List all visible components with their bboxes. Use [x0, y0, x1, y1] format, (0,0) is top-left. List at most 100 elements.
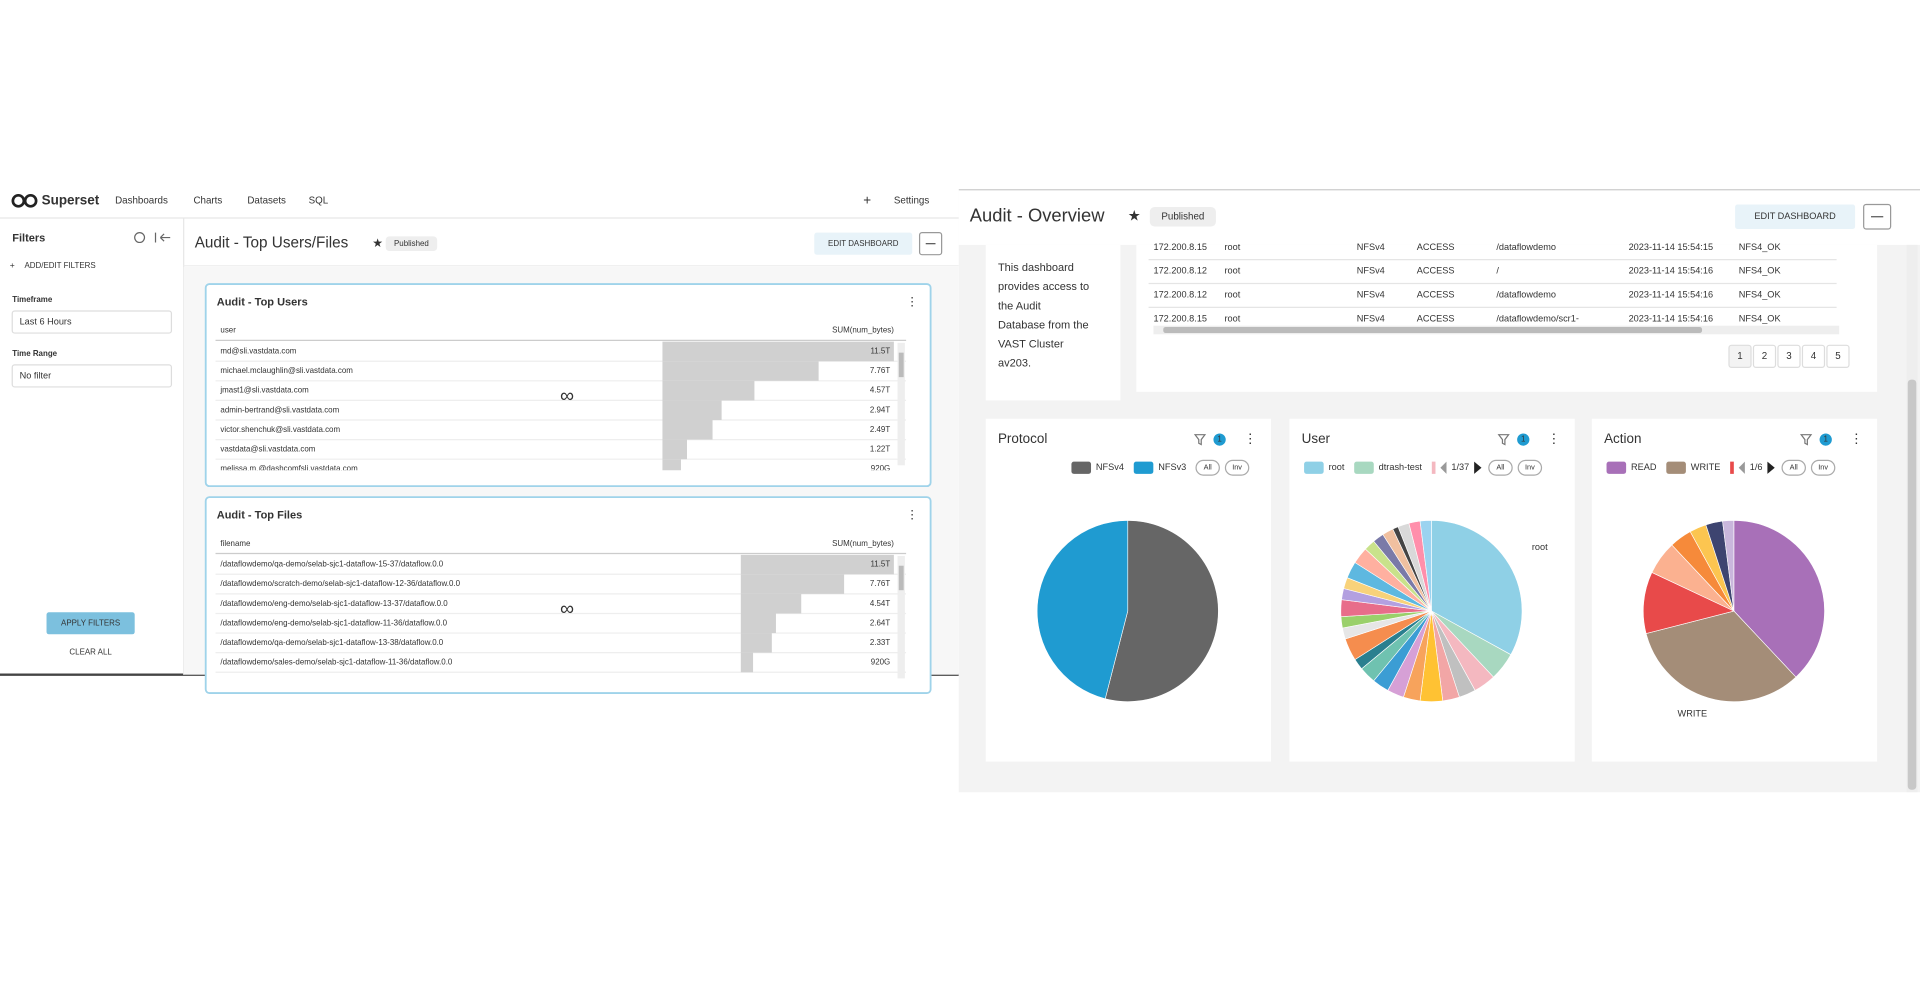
kebab[interactable]: ⋮ — [906, 508, 918, 522]
pager-prev[interactable] — [1440, 461, 1447, 474]
nav-item[interactable]: Settings — [894, 195, 929, 206]
cell: admin-bertrand@sli.vastdata.com — [220, 405, 339, 414]
page-button[interactable] — [1752, 344, 1777, 368]
field-label: Timeframe — [12, 295, 53, 304]
cell: NFS4_OK — [1739, 313, 1782, 323]
cell-value: 2.94T — [870, 405, 890, 414]
cell: jmast1@sli.vastdata.com — [219, 386, 309, 395]
badge-bg — [1149, 206, 1216, 227]
cell: 172.200.8.12 — [1153, 290, 1207, 300]
clear-all[interactable]: CLEAR ALL — [69, 648, 112, 657]
legend-label[interactable]: NFSv4 — [1096, 462, 1124, 472]
bar — [740, 593, 802, 614]
pager: 1/37 — [1451, 462, 1469, 472]
page-button[interactable] — [1728, 344, 1752, 368]
h-scroll-thumb[interactable] — [1163, 326, 1703, 334]
kebab[interactable]: ⋮ — [1243, 431, 1256, 446]
collapse-icon[interactable] — [154, 232, 171, 243]
cell-value: 2.33T — [870, 638, 890, 647]
field-label: Time Range — [12, 349, 57, 358]
dashboard-title: Audit - Top Users/Files — [195, 235, 349, 252]
kebab[interactable]: ⋮ — [1850, 431, 1863, 446]
apply-button[interactable] — [46, 612, 135, 635]
pie-slice[interactable] — [1419, 520, 1432, 612]
page-button[interactable] — [1826, 344, 1850, 368]
legend-swatch[interactable] — [1354, 461, 1374, 474]
legend-button[interactable] — [1517, 459, 1543, 476]
bar — [740, 633, 772, 653]
pie-slice[interactable] — [1733, 520, 1825, 678]
legend-label[interactable]: dtrash-test — [1379, 462, 1423, 472]
field-value: No filter — [20, 370, 52, 380]
kebab[interactable]: ⋮ — [1547, 431, 1560, 446]
legend-label[interactable]: WRITE — [1691, 462, 1721, 472]
legend-label[interactable]: NFSv3 — [1158, 462, 1186, 472]
card — [204, 283, 932, 488]
legend-swatch[interactable] — [1304, 461, 1324, 474]
loading-logo: ∞ — [560, 598, 574, 620]
legend-swatch[interactable] — [1606, 461, 1627, 474]
nav-item[interactable]: Charts — [193, 195, 222, 206]
cell-value: 11.5T — [870, 560, 890, 569]
star[interactable]: ★ — [372, 236, 383, 250]
pie-slice[interactable] — [1104, 520, 1219, 702]
cell: 2023-11-14 15:54:15 — [1629, 242, 1714, 252]
legend-button[interactable] — [1224, 459, 1250, 476]
nav-item[interactable]: + — [863, 192, 871, 207]
legend-swatch[interactable] — [1071, 461, 1092, 474]
cell: ACCESS — [1417, 313, 1455, 323]
cell: vastdata@sli.vastdata.com — [220, 444, 315, 453]
pie-slice[interactable] — [1036, 520, 1129, 700]
v-scroll-thumb[interactable] — [898, 352, 904, 378]
settings-icon[interactable] — [134, 232, 146, 244]
v-scroll-thumb[interactable] — [898, 565, 904, 591]
page-button[interactable] — [1801, 344, 1826, 368]
legend-button[interactable] — [1810, 459, 1836, 476]
legend-label[interactable]: READ — [1631, 462, 1657, 472]
loading-logo: ∞ — [560, 385, 574, 407]
edit-button[interactable] — [1735, 204, 1856, 229]
legend-button[interactable] — [1781, 459, 1806, 476]
cell: 172.200.8.15 — [1153, 242, 1207, 252]
field-input[interactable] — [11, 310, 173, 334]
description-line: provides access to — [998, 281, 1089, 293]
legend-swatch[interactable] — [1133, 461, 1154, 474]
add-filters[interactable]: ADD/EDIT FILTERS — [24, 261, 95, 270]
pie-slice[interactable] — [1431, 520, 1523, 656]
bar — [662, 380, 755, 401]
cell-value: 11.5T — [870, 347, 890, 356]
filter-icon[interactable] — [1193, 434, 1207, 446]
bar — [740, 613, 776, 634]
nav-item[interactable]: SQL — [309, 195, 329, 206]
legend-button[interactable] — [1488, 459, 1513, 476]
cell: root — [1224, 313, 1240, 323]
bar — [662, 439, 688, 460]
legend-swatch[interactable] — [1666, 461, 1686, 474]
pie-slice[interactable] — [1722, 520, 1735, 612]
field-input[interactable] — [11, 364, 173, 388]
cell: NFSv4 — [1357, 313, 1385, 323]
group: md@sli.vastdata.com 11.5T michael.mclaughl… — [215, 341, 907, 471]
kebab[interactable]: ⋮ — [906, 295, 918, 309]
pager-prev[interactable] — [1738, 461, 1745, 474]
legend-label[interactable]: root — [1329, 462, 1345, 472]
page-button[interactable] — [1777, 344, 1801, 368]
scrollbar-thumb[interactable] — [1907, 379, 1917, 790]
apply-label: APPLY FILTERS — [61, 618, 120, 627]
page-number: 3 — [1786, 351, 1792, 362]
cell-value: 920G — [871, 658, 890, 667]
pie-slice[interactable] — [1645, 610, 1797, 702]
nav-item[interactable]: Datasets — [247, 195, 286, 206]
filter-icon[interactable] — [1800, 434, 1813, 446]
pager-next[interactable] — [1767, 461, 1775, 474]
cell-value: 2.49T — [870, 425, 890, 434]
filter-icon[interactable] — [1497, 434, 1510, 446]
star[interactable]: ★ — [1128, 209, 1141, 225]
edit-button[interactable] — [814, 232, 913, 255]
nav-item[interactable]: Dashboards — [115, 195, 168, 206]
legend-button[interactable] — [1195, 459, 1220, 476]
pager-next[interactable] — [1474, 461, 1482, 474]
cell: /dataflowdemo/qa-demo/selab-sjc1-dataflo… — [220, 560, 443, 569]
dashboard-title: Audit - Overview — [970, 205, 1105, 226]
bar — [740, 554, 894, 575]
